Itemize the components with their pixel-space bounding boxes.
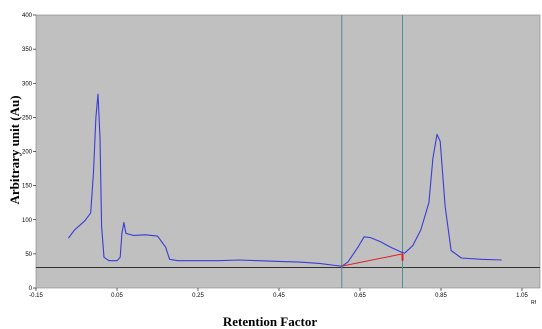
axis-ticks: 0 50 100 150 200 250 300 350 400 -0.15 0.05 0.25 0.4… <box>22 13 529 299</box>
y-tick-label: 400 <box>22 13 33 19</box>
y-tick-label: 100 <box>22 218 33 224</box>
x-tick-label: 0.65 <box>354 293 366 299</box>
y-tick-label: 300 <box>22 81 33 87</box>
x-axis-title: Retention Factor <box>223 314 317 329</box>
y-tick-label: 200 <box>22 150 33 156</box>
x-tick-label: 0.25 <box>192 293 204 299</box>
y-tick-label: 0 <box>29 286 33 292</box>
x-tick-label: 0.45 <box>273 293 285 299</box>
guide-lines <box>36 15 540 288</box>
y-tick-label: 50 <box>25 252 32 258</box>
chromatogram-line <box>67 93 502 267</box>
x-tick-label: 0.05 <box>111 293 123 299</box>
x-tick-label: -0.15 <box>29 293 43 299</box>
y-tick-label: 250 <box>22 115 33 121</box>
y-tick-label: 150 <box>22 184 33 190</box>
series-group <box>67 93 502 267</box>
plot-area <box>35 14 541 289</box>
x-tick-label: 1.05 <box>516 293 528 299</box>
x-tick-label: 0.85 <box>435 293 447 299</box>
integration-segment <box>341 253 403 267</box>
rf-corner-label: Rf <box>531 300 537 306</box>
y-axis-title: Arbitrary unit (Au) <box>7 95 22 204</box>
y-tick-label: 350 <box>22 47 33 53</box>
